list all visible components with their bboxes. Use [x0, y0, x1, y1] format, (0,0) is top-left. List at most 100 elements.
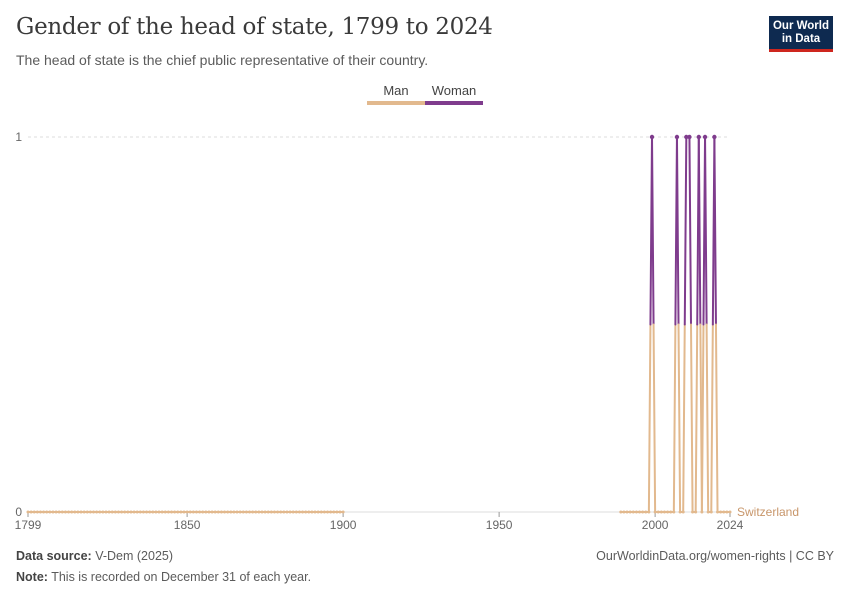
owid-logo[interactable]: Our World in Data: [769, 16, 833, 52]
data-point: [73, 510, 77, 514]
data-point: [76, 510, 80, 514]
data-point: [104, 510, 108, 514]
data-point: [207, 510, 211, 514]
data-point: [625, 510, 629, 514]
data-point: [110, 510, 114, 514]
data-point: [48, 510, 52, 514]
data-point: [154, 510, 158, 514]
data-source-link[interactable]: V-Dem (2025): [95, 549, 174, 563]
data-point: [26, 510, 30, 514]
data-point: [141, 510, 145, 514]
data-point: [319, 510, 323, 514]
data-point: [92, 510, 96, 514]
data-point: [709, 510, 713, 514]
data-point: [653, 510, 657, 514]
data-point: [70, 510, 74, 514]
series-segment: [700, 323, 705, 513]
data-point: [185, 510, 189, 514]
series-segment: [677, 323, 682, 513]
data-point: [678, 510, 682, 514]
data-point: [95, 510, 99, 514]
data-point: [248, 510, 252, 514]
data-point: [32, 510, 36, 514]
data-point: [135, 510, 139, 514]
data-point: [57, 510, 61, 514]
series-segment: [688, 136, 692, 326]
data-point: [201, 510, 205, 514]
data-point: [291, 510, 295, 514]
data-point: [684, 134, 689, 140]
chart-subtitle: The head of state is the chief public re…: [16, 52, 429, 68]
data-point: [223, 510, 227, 514]
legend-item-woman[interactable]: Woman: [425, 83, 483, 107]
data-point: [666, 510, 670, 514]
data-point: [45, 510, 49, 514]
series-segment: [672, 323, 677, 513]
data-point: [204, 510, 208, 514]
data-point: [191, 510, 195, 514]
data-point: [151, 510, 155, 514]
data-point: [335, 510, 339, 514]
data-point: [60, 510, 64, 514]
series-segment: [713, 136, 717, 326]
data-point: [145, 510, 149, 514]
data-point: [725, 510, 729, 514]
data-point: [157, 510, 161, 514]
data-point: [148, 510, 152, 514]
chart-legend: Man Woman: [367, 83, 483, 107]
series-segment: [647, 323, 652, 513]
data-point: [226, 510, 230, 514]
series-segment: [704, 136, 708, 326]
data-point: [216, 510, 220, 514]
data-point: [694, 510, 698, 514]
data-point: [728, 510, 732, 514]
data-point: [163, 510, 167, 514]
series-segment: [690, 323, 694, 513]
data-point: [173, 510, 177, 514]
x-tick-label: 1850: [174, 518, 201, 532]
series-segment: [683, 136, 688, 326]
data-point: [79, 510, 83, 514]
data-point: [138, 510, 142, 514]
x-tick-label: 1950: [486, 518, 513, 532]
series-segment: [682, 323, 686, 513]
data-point: [260, 510, 264, 514]
legend-item-man[interactable]: Man: [367, 83, 425, 107]
data-point: [107, 510, 111, 514]
data-point: [101, 510, 105, 514]
data-point: [35, 510, 39, 514]
data-point: [326, 510, 330, 514]
series-segment: [675, 136, 680, 326]
data-point: [313, 510, 317, 514]
data-point: [232, 510, 236, 514]
data-point: [263, 510, 267, 514]
data-point: [126, 510, 130, 514]
credit-link[interactable]: OurWorldinData.org/women-rights | CC BY: [596, 549, 834, 563]
data-point: [254, 510, 258, 514]
data-point: [329, 510, 333, 514]
data-point: [42, 510, 46, 514]
legend-label-woman: Woman: [431, 83, 477, 98]
series-segment: [697, 136, 702, 326]
data-point: [132, 510, 136, 514]
data-point: [266, 510, 270, 514]
x-tick-label: 1799: [15, 518, 42, 532]
data-point: [304, 510, 308, 514]
data-point: [687, 134, 692, 140]
data-point: [176, 510, 180, 514]
data-point: [706, 510, 710, 514]
data-point: [669, 510, 673, 514]
series-segment: [652, 323, 657, 513]
data-point: [198, 510, 202, 514]
data-point: [719, 510, 723, 514]
data-point: [213, 510, 217, 514]
data-point: [179, 510, 183, 514]
note-text: This is recorded on December 31 of each …: [51, 570, 312, 584]
data-point: [700, 510, 704, 514]
x-tick-label: 2000: [642, 518, 669, 532]
data-point: [681, 510, 685, 514]
data-point: [129, 510, 133, 514]
data-point: [85, 510, 89, 514]
data-point: [51, 510, 55, 514]
